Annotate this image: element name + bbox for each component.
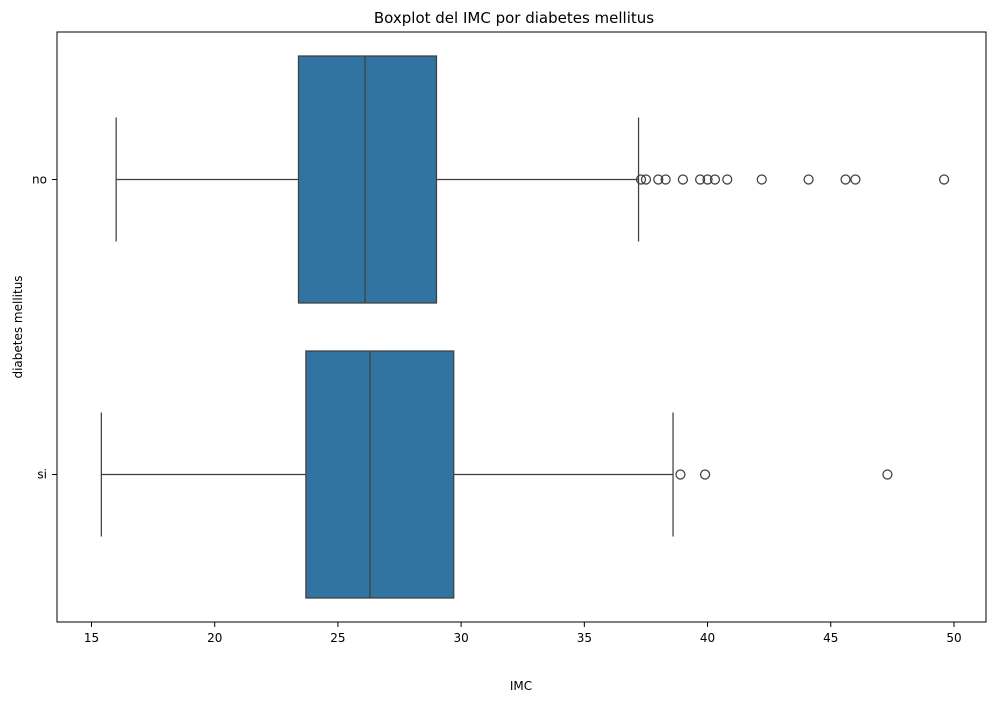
outlier-point bbox=[709, 174, 721, 185]
outlier-point bbox=[640, 174, 652, 185]
plot-background bbox=[57, 32, 986, 622]
y-axis-label: diabetes mellitus bbox=[11, 275, 25, 378]
outlier-point bbox=[677, 174, 689, 185]
outlier-point bbox=[653, 174, 664, 185]
x-tick-label: 35 bbox=[577, 631, 592, 645]
outlier-point bbox=[699, 469, 711, 480]
plot-area bbox=[56, 31, 987, 623]
y-axis-ticks: no si bbox=[32, 173, 57, 482]
x-tick-label: 25 bbox=[330, 631, 345, 645]
outlier-point bbox=[675, 469, 686, 480]
x-tick-label: 50 bbox=[946, 631, 961, 645]
x-tick-label: 30 bbox=[453, 631, 468, 645]
outlier-point bbox=[702, 174, 713, 185]
box-group-si bbox=[100, 350, 893, 599]
outlier-point bbox=[756, 174, 767, 185]
x-tick-label: 20 bbox=[207, 631, 222, 645]
x-tick-label: 40 bbox=[700, 631, 715, 645]
iqr-box bbox=[305, 350, 455, 599]
x-axis-ticks: 15 20 25 30 35 40 45 50 bbox=[84, 622, 962, 645]
outlier-point bbox=[695, 174, 706, 185]
outlier-point bbox=[803, 174, 814, 185]
outlier-point bbox=[635, 174, 647, 185]
x-tick-label: 45 bbox=[823, 631, 838, 645]
y-tick-label: si bbox=[37, 468, 47, 482]
iqr-box bbox=[297, 55, 438, 304]
outlier-point bbox=[660, 174, 671, 185]
x-tick-label: 15 bbox=[84, 631, 99, 645]
outlier-point bbox=[840, 174, 851, 185]
outlier-point bbox=[722, 174, 733, 185]
outlier-point bbox=[882, 469, 893, 480]
y-tick-label: no bbox=[32, 173, 47, 187]
plot-frame bbox=[56, 31, 987, 623]
outlier-point bbox=[850, 174, 861, 185]
outlier-point bbox=[938, 174, 950, 185]
x-axis-label: IMC bbox=[510, 679, 532, 693]
boxes-layer bbox=[100, 55, 950, 599]
box-group-no bbox=[115, 55, 950, 304]
chart-title: Boxplot del IMC por diabetes mellitus bbox=[374, 9, 654, 27]
